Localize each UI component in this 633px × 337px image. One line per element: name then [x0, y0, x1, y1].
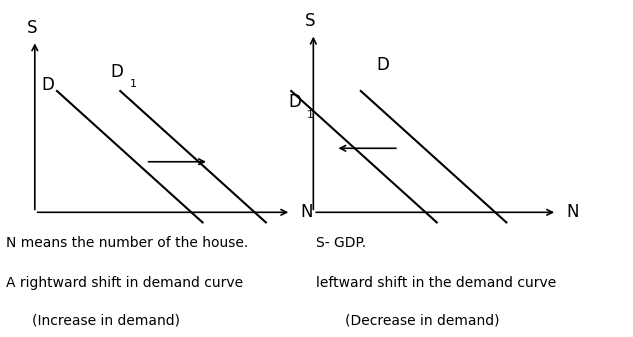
Text: (Increase in demand): (Increase in demand) — [32, 313, 180, 328]
Text: D: D — [377, 56, 389, 74]
Text: 1: 1 — [130, 79, 137, 89]
Text: S: S — [27, 19, 37, 37]
Text: D: D — [288, 93, 301, 111]
Text: leftward shift in the demand curve: leftward shift in the demand curve — [316, 276, 557, 290]
Text: N means the number of the house.: N means the number of the house. — [6, 236, 249, 250]
Text: S: S — [305, 12, 315, 30]
Text: N: N — [301, 203, 313, 221]
Text: D: D — [41, 76, 54, 94]
Text: A rightward shift in demand curve: A rightward shift in demand curve — [6, 276, 244, 290]
Text: S- GDP.: S- GDP. — [316, 236, 367, 250]
Text: D: D — [111, 63, 123, 81]
Text: (Decrease in demand): (Decrease in demand) — [345, 313, 499, 328]
Text: N: N — [567, 203, 579, 221]
Text: 1: 1 — [307, 110, 314, 120]
